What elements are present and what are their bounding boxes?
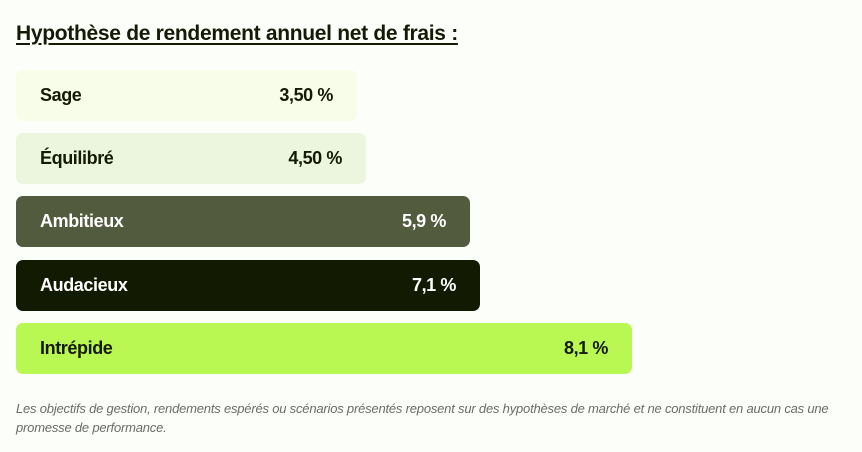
profile-label: Ambitieux [40,211,124,231]
profile-label: Sage [40,85,82,105]
profile-row-sage: Sage 3,50 % [16,70,357,121]
profile-label: Audacieux [40,275,128,295]
profile-label: Intrépide [40,338,113,358]
profile-value: 5,9 % [401,211,446,231]
profile-row-ambitieux: Ambitieux 5,9 % [16,196,470,247]
profile-value: 3,50 % [279,85,333,105]
disclaimer-text: Les objectifs de gestion, rendements esp… [16,401,829,435]
profile-value: 8,1 % [563,338,608,358]
profile-row-equilibre: Équilibré 4,50 % [16,133,366,184]
section-title: Hypothèse de rendement annuel net de fra… [16,22,458,45]
profile-value: 4,50 % [288,148,342,168]
profile-value: 7,1 % [411,275,456,295]
profile-row-intrepide: Intrépide 8,1 % [16,323,632,374]
profile-label: Équilibré [40,148,114,168]
profile-row-audacieux: Audacieux 7,1 % [16,260,480,311]
